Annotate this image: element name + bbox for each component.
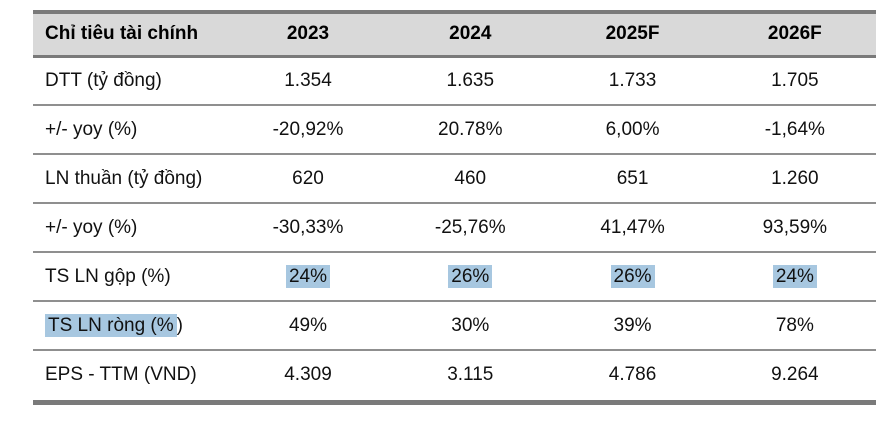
column-header-2025f: 2025F [551, 10, 714, 58]
column-header-2026f: 2026F [713, 10, 876, 58]
cell-value: 24% [713, 252, 876, 302]
cell-value: 20.78% [389, 105, 552, 155]
cell-value: 3.115 [389, 350, 552, 405]
cell-value: -30,33% [226, 203, 390, 253]
cell-label: LN thuần (tỷ đồng) [33, 154, 227, 204]
cell-value: 1.260 [713, 154, 876, 204]
cell-label: TS LN gộp (%) [33, 252, 227, 302]
cell-value: 26% [551, 252, 714, 302]
cell-label: EPS - TTM (VND) [33, 350, 227, 405]
cell-value: 41,47% [551, 203, 714, 253]
cell-value: 30% [389, 301, 552, 351]
cell-value: 78% [713, 301, 876, 351]
cell-label: +/- yoy (%) [33, 203, 227, 253]
highlight: TS LN ròng (% [45, 313, 177, 337]
cell-value: 460 [389, 154, 552, 204]
cell-value: 4.786 [551, 350, 714, 405]
cell-value: 93,59% [713, 203, 876, 253]
cell-value: 49% [226, 301, 390, 351]
cell-label: TS LN ròng (%) [33, 301, 227, 351]
cell-value: 620 [226, 154, 390, 204]
table-row-ln-thuan: LN thuần (tỷ đồng) 620 460 651 1.260 [33, 154, 876, 204]
cell-value: 9.264 [713, 350, 876, 405]
table-row-ts-ln-gop: TS LN gộp (%) 24% 26% 26% 24% [33, 252, 876, 302]
cell-value: 1.733 [551, 56, 714, 106]
header-row: Chỉ tiêu tài chính 2023 2024 2025F 2026F [33, 10, 876, 58]
financial-metrics-table-container: Chỉ tiêu tài chính 2023 2024 2025F 2026F… [33, 10, 876, 405]
cell-value: 651 [551, 154, 714, 204]
financial-metrics-table: Chỉ tiêu tài chính 2023 2024 2025F 2026F… [33, 10, 876, 405]
cell-label: +/- yoy (%) [33, 105, 227, 155]
highlight: 26% [610, 264, 655, 288]
table-row-ln-thuan-yoy: +/- yoy (%) -30,33% -25,76% 41,47% 93,59… [33, 203, 876, 253]
column-header-2024: 2024 [389, 10, 552, 58]
column-header-metric: Chỉ tiêu tài chính [33, 10, 227, 58]
table-row-dtt-yoy: +/- yoy (%) -20,92% 20.78% 6,00% -1,64% [33, 105, 876, 155]
cell-value: -1,64% [713, 105, 876, 155]
highlight: 24% [772, 264, 817, 288]
cell-value: -25,76% [389, 203, 552, 253]
cell-label: DTT (tỷ đồng) [33, 56, 227, 106]
cell-value: 1.705 [713, 56, 876, 106]
cell-value: -20,92% [226, 105, 390, 155]
cell-label-suffix: ) [176, 314, 183, 336]
table-row-eps-ttm: EPS - TTM (VND) 4.309 3.115 4.786 9.264 [33, 350, 876, 405]
highlight: 24% [285, 264, 331, 288]
cell-value: 4.309 [226, 350, 390, 405]
cell-value: 39% [551, 301, 714, 351]
table-row-dtt: DTT (tỷ đồng) 1.354 1.635 1.733 1.705 [33, 56, 876, 106]
table-row-ts-ln-rong: TS LN ròng (%) 49% 30% 39% 78% [33, 301, 876, 351]
highlight: 26% [448, 264, 493, 288]
column-header-2023: 2023 [226, 10, 390, 58]
cell-value: 26% [389, 252, 552, 302]
cell-value: 1.354 [226, 56, 390, 106]
cell-value: 24% [226, 252, 390, 302]
cell-value: 1.635 [389, 56, 552, 106]
cell-value: 6,00% [551, 105, 714, 155]
